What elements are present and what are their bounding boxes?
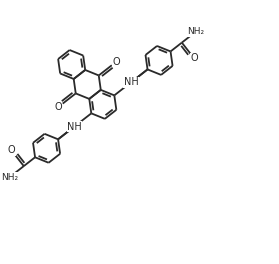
Text: NH: NH (67, 122, 82, 131)
Text: NH: NH (124, 77, 139, 87)
Text: O: O (190, 53, 198, 63)
Text: O: O (113, 56, 120, 67)
Text: O: O (54, 102, 62, 112)
Text: NH₂: NH₂ (187, 27, 205, 36)
Text: O: O (8, 145, 15, 155)
Text: NH₂: NH₂ (1, 173, 18, 182)
